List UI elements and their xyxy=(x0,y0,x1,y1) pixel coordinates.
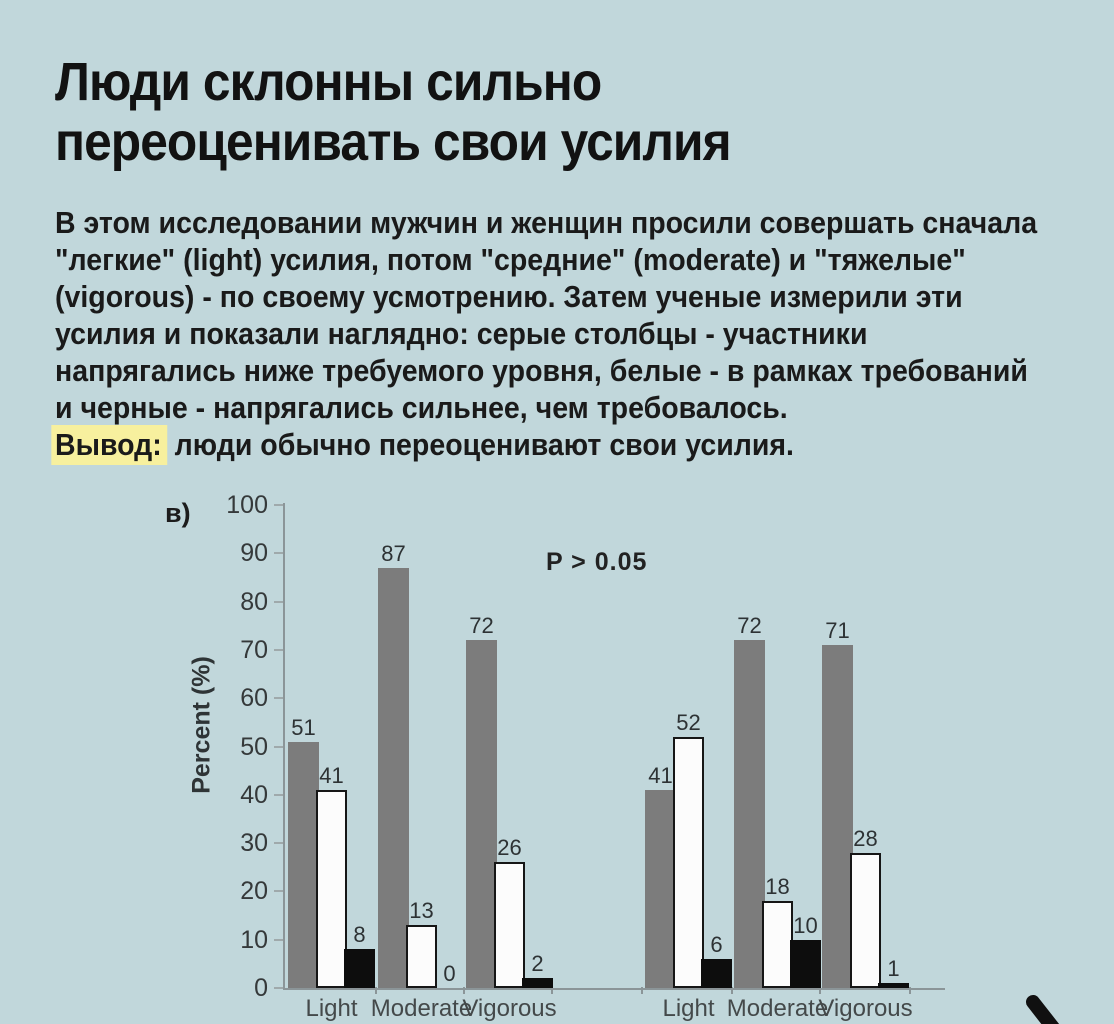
description-paragraph: В этом исследовании мужчин и женщин прос… xyxy=(51,204,1114,465)
y-axis-tick-label: 20 xyxy=(240,877,268,906)
bar-value-label: 0 xyxy=(443,961,456,986)
x-category-label: Moderate xyxy=(726,995,829,1022)
bar-light-black xyxy=(701,959,732,988)
title-line-1: Люди склонны сильно xyxy=(55,52,602,112)
bar-vigorous-white xyxy=(850,853,881,988)
bar-value-label: 51 xyxy=(291,715,316,740)
bar-value-label: 87 xyxy=(381,541,406,566)
bar-vigorous-white xyxy=(494,862,525,988)
y-axis-tick xyxy=(274,793,283,796)
x-axis-tick xyxy=(375,987,377,994)
y-axis-tick xyxy=(274,697,283,700)
x-axis-tick xyxy=(819,987,821,994)
x-category-label: Moderate xyxy=(370,995,473,1022)
y-axis-tick xyxy=(274,938,283,941)
description-line: "легкие" (light) усилия, потом "средние"… xyxy=(55,242,966,277)
conclusion-text: люди обычно переоценивают свои усилия. xyxy=(174,427,794,462)
bar-value-label: 52 xyxy=(676,710,701,735)
bar-value-label: 18 xyxy=(765,874,790,899)
y-axis-tick-label: 100 xyxy=(226,491,268,519)
description-line: напрягались ниже требуемого уровня, белы… xyxy=(55,353,1028,388)
bar-value-label: 2 xyxy=(531,951,544,976)
y-axis-tick-label: 10 xyxy=(240,925,268,954)
bar-vigorous-black xyxy=(878,983,909,988)
x-axis-tick xyxy=(731,987,733,994)
y-axis-title: Percent (%) xyxy=(187,656,216,794)
conclusion-highlight: Вывод: xyxy=(51,425,168,465)
bar-light-gray xyxy=(288,742,319,988)
bar-value-label: 28 xyxy=(853,826,878,851)
bar-value-label: 41 xyxy=(648,763,673,788)
bar-moderate-black xyxy=(790,940,821,988)
x-axis-tick xyxy=(909,987,911,994)
y-axis-tick xyxy=(274,504,283,506)
description-line: В этом исследовании мужчин и женщин прос… xyxy=(55,205,1038,240)
x-category-label: Light xyxy=(662,995,715,1022)
y-axis-tick xyxy=(274,890,283,893)
bar-chart: в) Percent (%) P > 0.05 100 90 80 70 60 50 40 3… xyxy=(150,490,1050,1024)
description-line: усилия и показали наглядно: серые столбц… xyxy=(55,316,868,351)
x-category-label: Vigorous xyxy=(818,995,913,1022)
x-category-label: Vigorous xyxy=(462,995,557,1022)
y-axis-tick xyxy=(274,987,283,989)
bar-value-label: 6 xyxy=(710,932,723,957)
y-axis-tick-label: 70 xyxy=(240,635,268,664)
y-axis-tick-label: 30 xyxy=(240,829,268,858)
bar-vigorous-black xyxy=(522,978,553,988)
y-axis-tick-label: 90 xyxy=(240,539,268,568)
x-axis xyxy=(283,988,945,990)
panel-label: в) xyxy=(165,498,191,528)
page-title: Люди склонны сильно переоценивать свои у… xyxy=(55,52,789,172)
bar-value-label: 13 xyxy=(409,898,434,923)
bar-vigorous-gray xyxy=(466,640,497,988)
bar-value-label: 72 xyxy=(469,613,494,638)
y-axis-tick-label: 40 xyxy=(240,780,268,809)
bar-value-label: 10 xyxy=(793,913,818,938)
y-axis-tick xyxy=(274,648,283,651)
bar-value-label: 1 xyxy=(887,956,900,981)
y-axis-tick xyxy=(274,552,283,555)
bar-light-gray xyxy=(645,790,676,988)
description-line: и черные - напрягались сильнее, чем треб… xyxy=(55,390,788,425)
bar-value-label: 71 xyxy=(825,618,850,643)
bar-light-black xyxy=(344,949,375,988)
bar-value-label: 26 xyxy=(497,835,522,860)
x-axis-tick xyxy=(641,987,643,994)
p-value-annotation: P > 0.05 xyxy=(546,548,648,576)
bar-vigorous-gray xyxy=(822,645,853,988)
y-axis-tick xyxy=(274,600,283,603)
bar-moderate-gray xyxy=(734,640,765,988)
bar-value-label: 8 xyxy=(353,922,366,947)
x-axis-tick xyxy=(551,987,553,994)
y-axis-tick xyxy=(274,842,283,845)
y-axis-tick-label: 0 xyxy=(254,974,268,1002)
y-axis-tick-label: 60 xyxy=(240,684,268,713)
bar-value-label: 41 xyxy=(319,763,344,788)
description-line: (vigorous) - по своему усмотрению. Затем… xyxy=(55,279,963,314)
x-axis-tick xyxy=(463,987,465,994)
title-line-2: переоценивать свои усилия xyxy=(55,112,732,172)
bar-moderate-white xyxy=(406,925,437,988)
y-axis-tick xyxy=(274,745,283,748)
y-axis-tick-label: 80 xyxy=(240,587,268,616)
bar-light-white xyxy=(316,790,347,988)
x-category-label: Light xyxy=(305,995,358,1022)
bar-value-label: 72 xyxy=(737,613,762,638)
bar-light-white xyxy=(673,737,704,988)
y-axis xyxy=(283,503,285,990)
conclusion-line: Вывод: люди обычно переоценивают свои уси… xyxy=(51,425,794,465)
y-axis-tick-label: 50 xyxy=(240,732,268,761)
bar-moderate-gray xyxy=(378,568,409,988)
